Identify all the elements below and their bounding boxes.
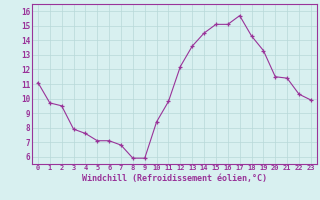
X-axis label: Windchill (Refroidissement éolien,°C): Windchill (Refroidissement éolien,°C)	[82, 174, 267, 183]
